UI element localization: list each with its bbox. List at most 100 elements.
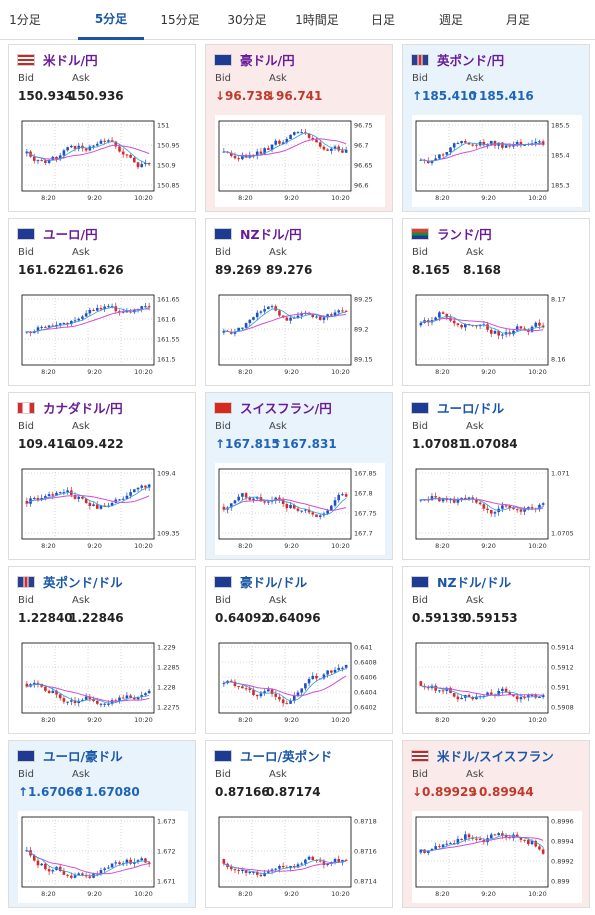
candle-body [133,157,136,163]
candle-body [281,699,285,704]
candle-body [136,162,140,168]
rate-card[interactable]: ユーロ/ドル Bid Ask 1.07081 1.07084 1.071 1.0705 8:2… [402,392,590,560]
candle-body [110,700,114,704]
chart-panel[interactable]: 0.5914 0.5912 0.591 0.5908 8:20 9:20 10:20 [412,637,582,729]
candle-body [255,312,259,318]
tab-3[interactable]: 30分足 [227,13,267,27]
candle-body [40,160,43,162]
candle-body [58,866,62,872]
rate-card[interactable]: 米ドル/円 Bid Ask 150.934 150.936 151 150.95 150.9 1… [8,44,196,212]
candle-body [322,146,326,150]
moving-average-short [223,668,347,702]
ask-value: 0.87174 [266,785,321,799]
candle-body [40,498,43,500]
candle-body [318,316,322,320]
chart-panel[interactable]: 8.17 8.16 8:20 9:20 10:20 [412,289,582,381]
candle-body [311,137,315,140]
candle-body [318,860,322,862]
bid-label: Bid [215,421,231,432]
candle-body [144,485,147,488]
candle-body [493,331,497,334]
candle-body [88,696,92,699]
candle-body [77,873,81,876]
moving-average-short [420,685,544,699]
chart-panel[interactable]: 109.4 109.35 8:20 9:20 10:20 [18,463,188,555]
currency-pair-link[interactable]: NZドル/円 [240,227,302,242]
candle-body [438,312,441,318]
currency-pair-link[interactable]: 豪ドル/ドル [240,575,308,590]
tab-2[interactable]: 15分足 [160,13,200,27]
currency-pair-link[interactable]: 米ドル/スイスフラン [437,749,554,764]
tab-1[interactable]: 5分足 [78,0,144,40]
y-tick-label: 96.65 [354,162,373,170]
rate-card[interactable]: カナダドル/円 Bid Ask 109.416 109.422 109.4 109.35 8:… [8,392,196,560]
bid-value: ↓96.738 [215,89,272,103]
currency-pair-link[interactable]: 英ポンド/ドル [43,575,123,590]
chart-panel[interactable]: 1.071 1.0705 8:20 9:20 10:20 [412,463,582,555]
rate-card[interactable]: スイスフラン/円 Bid Ask ↑167.815 ↑167.831 167.85 167.… [205,392,393,560]
chart-panel[interactable]: 167.85 167.8 167.75 167.7 8:20 9:20 10:20 [215,463,385,555]
rate-card[interactable]: 豪ドル/円 Bid Ask ↓96.738 ↓96.741 96.75 96.7 96.65 9… [205,44,393,212]
chart-panel[interactable]: 151 150.95 150.9 150.85 8:20 9:20 10:20 [18,115,188,207]
currency-pair-link[interactable]: 米ドル/円 [43,53,98,68]
rate-card[interactable]: ユーロ/円 Bid Ask 161.622 161.626 161.65 161.6 161.… [8,218,196,386]
currency-pair-link[interactable]: カナダドル/円 [43,401,123,416]
ask-value: ↑185.416 [469,89,534,103]
y-tick-label: 0.8992 [551,858,574,866]
chart-panel[interactable]: 1.673 1.672 1.671 8:20 9:20 10:20 [18,811,188,903]
ask-label: Ask [72,247,90,258]
chart-panel[interactable]: 0.8996 0.8994 0.8992 0.899 8:20 9:20 10:20 [412,811,582,903]
tab-7[interactable]: 月足 [505,13,530,27]
candle-body [107,140,110,142]
rate-card[interactable]: ランド/円 Bid Ask 8.165 8.168 8.17 8.16 8:20 9:20 10:… [402,218,590,386]
chart-panel[interactable]: 161.65 161.6 161.55 161.5 8:20 9:20 10:20 [18,289,188,381]
candle-body [285,503,289,509]
chart-panel[interactable]: 1.229 1.2285 1.228 1.2275 8:20 9:20 10:20 [18,637,188,729]
chart-panel[interactable]: 89.25 89.2 89.15 8:20 9:20 10:20 [215,289,385,381]
x-tick-label: 8:20 [435,716,450,724]
price-chart: 0.641 0.6408 0.6406 0.6404 0.6402 8:20 9:20 10:… [218,642,377,724]
chart-panel[interactable]: 0.641 0.6408 0.6406 0.6404 0.6402 8:20 9:20 10:… [215,637,385,729]
ask-value: ↓0.89944 [469,785,534,799]
candle-body [281,866,285,868]
currency-pair-link[interactable]: ランド/円 [437,227,492,242]
currency-pair-link[interactable]: 豪ドル/円 [240,53,295,68]
rate-card[interactable]: 英ポンド/ドル Bid Ask 1.22840 1.22846 1.229 1.2285 1.… [8,566,196,734]
x-tick-label: 10:20 [528,890,547,898]
rate-card[interactable]: 豪ドル/ドル Bid Ask 0.64092 0.64096 0.641 0.6408 0.6… [205,566,393,734]
rate-card[interactable]: 英ポンド/円 Bid Ask ↑185.410 ↑185.416 185.5 185.4 18… [402,44,590,212]
currency-pair-link[interactable]: ユーロ/豪ドル [43,749,123,764]
currency-pair-link[interactable]: スイスフラン/円 [240,401,332,416]
bid-label: Bid [412,769,428,780]
currency-pair-link[interactable]: 英ポンド/円 [437,53,505,68]
za-flag-icon [411,228,429,240]
rate-card[interactable]: 米ドル/スイスフラン Bid Ask ↓0.89929 ↓0.89944 0.8996 0.… [402,740,590,908]
candle-body [103,140,106,142]
candle-body [464,324,467,328]
candle-body [73,494,77,499]
candle-body [426,850,430,853]
currency-pair-link[interactable]: ユーロ/英ポンド [240,749,333,764]
rate-card[interactable]: ユーロ/豪ドル Bid Ask ↑1.67066 ↑1.67080 1.673 1.672 1… [8,740,196,908]
moving-average-short [420,315,544,334]
tab-6[interactable]: 週足 [438,13,463,27]
candle-body [460,839,463,841]
tab-0[interactable]: 1分足 [9,13,41,27]
candle-body [51,690,55,693]
chart-panel[interactable]: 185.5 185.4 185.3 8:20 9:20 10:20 [412,115,582,207]
currency-pair-link[interactable]: NZドル/ドル [437,575,512,590]
candle-body [267,306,270,310]
candle-body [103,306,106,310]
tab-4[interactable]: 1時間足 [295,13,339,27]
currency-pair-link[interactable]: ユーロ/ドル [437,401,505,416]
chart-panel[interactable]: 96.75 96.7 96.65 96.6 8:20 9:20 10:20 [215,115,385,207]
candle-body [267,871,270,873]
chart-panel[interactable]: 0.8718 0.8716 0.8714 8:20 9:20 10:20 [215,811,385,903]
rate-card[interactable]: NZドル/ドル Bid Ask 0.59139 0.59153 0.5914 0.5912 0… [402,566,590,734]
currency-pair-link[interactable]: ユーロ/円 [43,227,98,242]
x-tick-label: 8:20 [41,194,56,202]
rate-card[interactable]: ユーロ/英ポンド Bid Ask 0.87166 0.87174 0.8718 0.8716… [205,740,393,908]
candle-body [438,690,441,692]
tab-5[interactable]: 日足 [370,13,395,27]
rate-card[interactable]: NZドル/円 Bid Ask 89.269 89.276 89.25 89.2 89.15 8:… [205,218,393,386]
